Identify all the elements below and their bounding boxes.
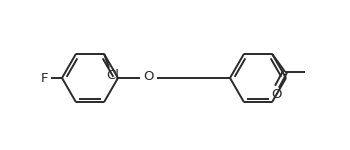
Text: O: O: [271, 88, 281, 101]
Text: Cl: Cl: [106, 69, 119, 82]
Text: F: F: [40, 72, 48, 84]
Text: O: O: [144, 70, 154, 84]
